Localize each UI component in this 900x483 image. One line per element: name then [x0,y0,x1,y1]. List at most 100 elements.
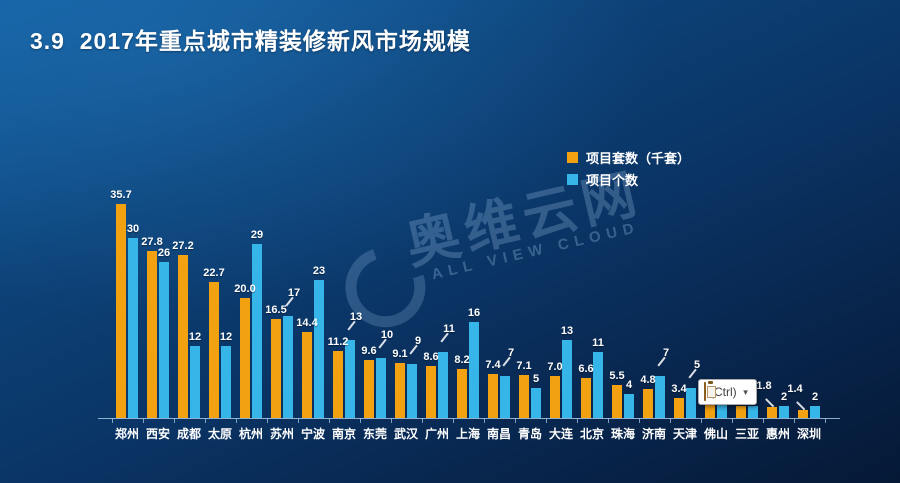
chevron-down-icon[interactable]: ▼ [741,387,750,397]
bar-units-深圳[interactable] [798,410,808,418]
value-label-projects: 12 [219,331,233,343]
bar-units-苏州[interactable] [271,319,281,418]
bar-units-济南[interactable] [643,389,653,418]
value-label-units: 1.8 [756,380,772,392]
bar-projects-南昌[interactable] [500,376,510,418]
bar-projects-上海[interactable] [469,322,479,418]
bar-projects-济南[interactable] [655,376,665,418]
axis-label-南京: 南京 [331,427,356,441]
bar-projects-太原[interactable] [221,346,231,418]
value-label-projects: 7 [507,347,515,359]
axis-label-苏州: 苏州 [269,427,294,441]
value-label-units: 3.4 [671,383,687,395]
axis-tick [669,418,671,423]
bar-units-惠州[interactable] [767,407,777,418]
value-label-units: 27.2 [172,240,194,252]
bar-projects-青岛[interactable] [531,388,541,418]
label-leader-line [796,401,806,411]
bar-units-珠海[interactable] [612,385,622,418]
axis-tick [359,418,361,423]
value-label-projects: 5 [532,373,540,385]
bar-projects-成都[interactable] [190,346,200,418]
bar-projects-苏州[interactable] [283,316,293,418]
bar-units-太原[interactable] [209,282,219,418]
bar-projects-深圳[interactable] [810,406,820,418]
paste-options-label: (Ctrl) [710,385,737,399]
bar-units-宁波[interactable] [302,332,312,418]
bar-projects-杭州[interactable] [252,244,262,418]
bar-units-上海[interactable] [457,369,467,418]
legend-item-units: 项目套数（千套） [567,148,690,167]
bar-units-南京[interactable] [333,351,343,418]
bar-units-北京[interactable] [581,378,591,418]
value-label-units: 11.2 [327,336,349,348]
value-label-projects: 30 [126,223,140,235]
x-axis [98,418,840,419]
bar-projects-广州[interactable] [438,352,448,418]
bar-projects-东莞[interactable] [376,358,386,418]
value-label-units: 14.4 [296,317,318,329]
bar-projects-惠州[interactable] [779,406,789,418]
legend-item-projects: 项目个数 [567,170,638,189]
bar-units-青岛[interactable] [519,375,529,418]
value-label-projects: 29 [250,229,264,241]
value-label-units: 5.5 [609,370,625,382]
value-label-units: 22.7 [203,267,225,279]
value-label-units: 7.4 [485,359,501,371]
axis-label-武汉: 武汉 [393,427,418,441]
value-label-projects: 23 [312,265,326,277]
value-label-units: 8.6 [423,351,439,363]
value-label-projects: 17 [287,287,301,299]
axis-tick [452,418,454,423]
bar-units-东莞[interactable] [364,360,374,418]
value-label-projects: 11 [592,337,604,349]
value-label-units: 1.4 [787,383,803,395]
bar-projects-郑州[interactable] [128,238,138,418]
bar-units-佛山[interactable] [705,398,715,418]
bar-units-成都[interactable] [178,255,188,418]
axis-tick [204,418,206,423]
page-title: 3.9 2017年重点城市精装修新风市场规模 [30,28,471,54]
bar-projects-珠海[interactable] [624,394,634,418]
bar-projects-天津[interactable] [686,388,696,418]
bar-projects-三亚[interactable] [748,406,758,418]
axis-label-三亚: 三亚 [734,427,759,441]
bar-units-南昌[interactable] [488,374,498,418]
bar-units-郑州[interactable] [116,204,126,418]
value-label-projects: 10 [380,329,394,341]
bar-units-杭州[interactable] [240,298,250,418]
bar-projects-大连[interactable] [562,340,572,418]
bar-projects-西安[interactable] [159,262,169,418]
axis-label-太原: 太原 [207,427,232,441]
bar-projects-北京[interactable] [593,352,603,418]
value-label-units: 9.6 [361,345,377,357]
value-label-units: 35.7 [110,189,132,201]
axis-tick [638,418,640,423]
bar-projects-佛山[interactable] [717,400,727,418]
bar-units-天津[interactable] [674,398,684,418]
bar-units-西安[interactable] [147,251,157,418]
paste-options-button[interactable]: (Ctrl) ▼ [698,379,757,405]
axis-label-南昌: 南昌 [486,427,511,441]
bar-projects-宁波[interactable] [314,280,324,418]
value-label-projects: 16 [467,307,481,319]
bar-units-大连[interactable] [550,376,560,418]
value-label-projects: 2 [811,391,819,403]
label-leader-line [765,398,775,408]
value-label-projects: 2 [780,391,788,403]
axis-label-上海: 上海 [455,427,480,441]
axis-tick [545,418,547,423]
bar-projects-南京[interactable] [345,340,355,418]
bar-units-广州[interactable] [426,366,436,418]
legend-label-units: 项目套数（千套） [586,151,691,166]
axis-label-惠州: 惠州 [765,427,790,441]
axis-tick [607,418,609,423]
axis-label-大连: 大连 [548,427,573,441]
bar-units-武汉[interactable] [395,363,405,418]
axis-tick [297,418,299,423]
value-label-units: 16.5 [265,304,287,316]
bar-projects-武汉[interactable] [407,364,417,418]
bar-units-三亚[interactable] [736,406,746,418]
axis-label-珠海: 珠海 [610,427,635,441]
